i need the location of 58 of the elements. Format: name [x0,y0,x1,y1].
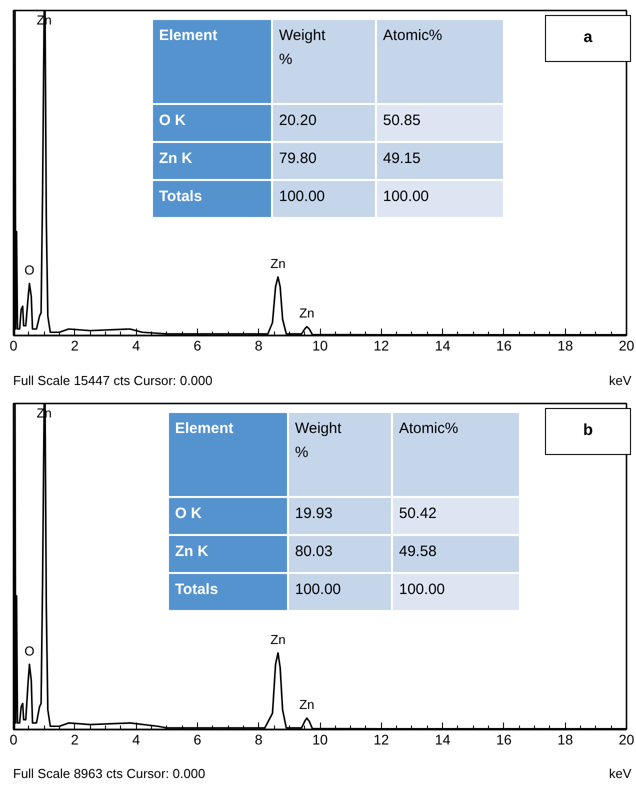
annotation: 50.42 [392,497,520,535]
annotation: Zn [270,632,286,647]
annotation: 79.80 [272,142,376,180]
annotation: 20.20 [272,104,376,142]
annotation: Weight % [272,19,376,104]
x-tick-label: 4 [132,732,140,748]
x-tick-label: 4 [132,338,140,354]
annotation: Element [168,412,288,497]
text: Full Scale 8963 cts Cursor: 0.000 [13,766,206,781]
annotation: 100.00 [272,180,376,218]
annotation: 19.93 [288,497,392,535]
x-tick-label: 0 [10,338,18,354]
x-tick-label: 10 [312,338,328,354]
annotation: 50.85 [376,104,504,142]
panel-label-box: a [545,15,631,62]
annotation: Atomic% [376,19,504,104]
x-axis-title: keV [609,373,632,388]
panel-label-box: b [545,408,631,455]
x-tick-label: 2 [70,732,79,748]
x-tick-label: 6 [194,338,202,354]
annotation: O [24,643,35,658]
x-tick-label: 12 [374,732,390,748]
annotation: O K [152,104,272,142]
annotation: Zn [270,256,286,271]
x-tick-label: 14 [434,732,451,748]
x-tick-label: 20 [618,338,634,354]
x-tick-label: 20 [618,732,634,748]
x-tick-label: 8 [254,732,263,748]
x-tick-label: 16 [496,732,512,748]
x-tick-label: 8 [254,338,263,354]
x-tick-label: 12 [374,338,390,354]
annotation: Zn [299,697,314,712]
text: Full Scale 15447 cts Cursor: 0.000 [13,373,212,388]
annotation: Zn [299,306,314,321]
annotation: 100.00 [376,180,504,218]
x-tick-label: 6 [194,732,202,748]
annotation: 80.03 [288,535,392,573]
annotation: Totals [152,180,272,218]
x-tick-label: 18 [557,338,574,354]
x-tick-label: 14 [434,338,451,354]
annotation: O [24,262,35,278]
annotation: 100.00 [288,573,392,611]
x-tick-label: 16 [496,338,512,354]
annotation: 49.58 [392,535,520,573]
annotation: 100.00 [392,573,520,611]
x-tick-label: 10 [312,732,328,748]
x-tick-label: 0 [10,732,18,748]
annotation: Zn K [152,142,272,180]
annotation: Atomic% [392,412,520,497]
x-tick-label: 2 [70,338,79,354]
annotation: Totals [168,573,288,611]
annotation: Element [152,19,272,104]
annotation: O K [168,497,288,535]
annotation: 49.15 [376,142,504,180]
annotation: Weight % [288,412,392,497]
annotation: Zn K [168,535,288,573]
x-axis-title: keV [609,766,632,781]
x-tick-label: 18 [557,732,574,748]
